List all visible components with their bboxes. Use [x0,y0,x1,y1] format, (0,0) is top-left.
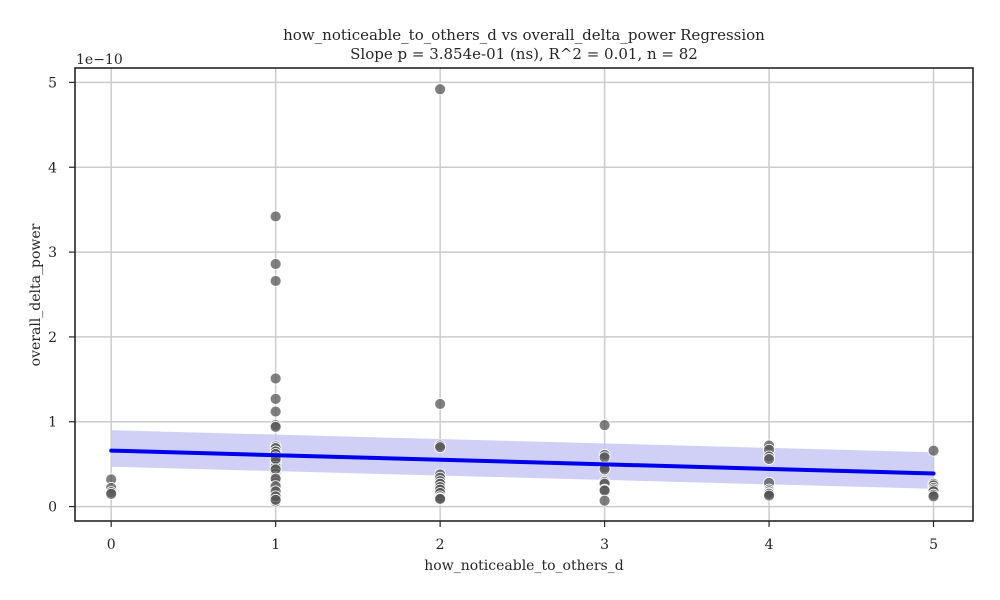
data-point [105,487,118,500]
data-point [434,83,447,96]
data-point [434,398,447,410]
data-point [269,258,282,270]
regression-line-group [109,448,936,476]
y-axis-label: overall_delta_power [28,223,44,366]
x-tick-label: 1 [271,537,280,553]
data-point [598,494,611,507]
y-tick-label: 5 [48,75,57,91]
x-tick-label: 0 [107,537,116,553]
data-point [598,419,611,432]
data-point [269,392,282,405]
axis-ticks: 0 1 2 3 4 5 0 1 2 3 4 5 [48,75,938,553]
y-tick-label: 4 [48,160,57,176]
y-axis-offset-label: 1e−10 [76,52,123,68]
y-tick-label: 3 [48,245,57,261]
data-point [763,453,775,465]
x-axis-label: how_noticeable_to_others_d [424,558,623,574]
confidence-band-group [111,430,934,489]
plot-frame [74,67,974,522]
y-tick-label: 0 [48,500,57,516]
y-tick-label: 2 [48,330,57,346]
data-point [269,405,282,418]
x-tick-label: 3 [600,537,609,553]
data-point [269,275,282,287]
data-point [927,444,940,457]
x-tick-label: 2 [436,537,445,553]
x-tick-label: 4 [765,537,774,553]
data-point [598,451,611,464]
data-point [434,493,447,505]
data-point [927,490,940,503]
scatter-points [105,83,940,508]
data-point [269,210,282,223]
chart-subtitle: Slope p = 3.854e-01 (ns), R^2 = 0.01, n … [350,45,698,63]
x-tick-label: 5 [929,537,938,553]
chart-title: how_noticeable_to_others_d vs overall_de… [283,26,765,44]
regression-line [109,448,936,476]
data-point [763,489,775,502]
data-point [434,441,447,454]
data-point [269,420,282,433]
confidence-band [111,430,934,489]
grid-lines [75,68,973,521]
data-point [269,372,282,385]
y-tick-label: 1 [48,415,57,431]
data-point [598,484,611,497]
data-point [269,493,282,506]
